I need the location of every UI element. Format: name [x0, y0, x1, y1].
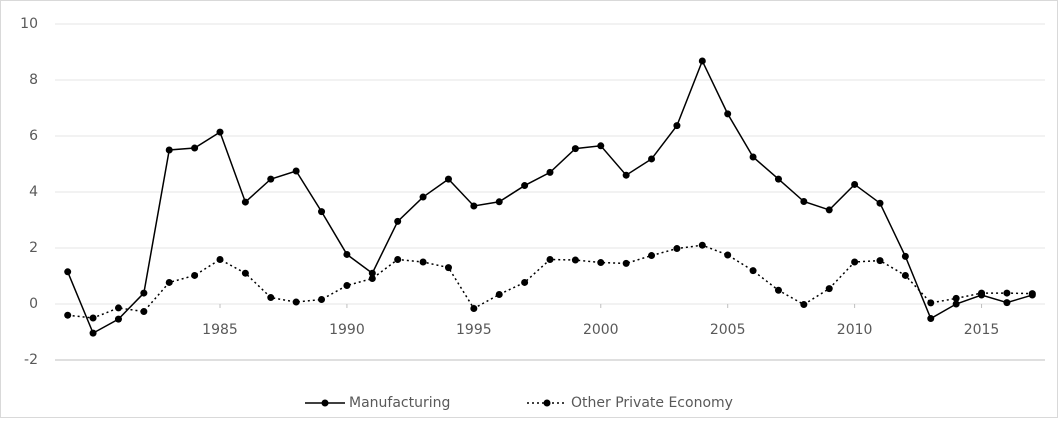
data-point — [1028, 290, 1036, 298]
data-point — [267, 294, 275, 302]
data-point — [673, 245, 681, 253]
data-point — [394, 217, 402, 225]
data-point — [546, 168, 554, 176]
data-point — [216, 128, 224, 136]
data-point — [546, 255, 554, 263]
data-point — [343, 282, 351, 290]
data-point — [978, 289, 986, 297]
y-tick-label: 0 — [29, 296, 38, 312]
data-point — [825, 285, 833, 293]
data-point — [495, 290, 503, 298]
data-point — [216, 255, 224, 263]
x-tick-label: 1985 — [202, 322, 238, 338]
data-point — [724, 110, 732, 118]
data-point — [318, 208, 326, 216]
data-point — [648, 252, 656, 260]
data-point — [952, 294, 960, 302]
data-point — [318, 296, 326, 304]
data-point — [571, 256, 579, 264]
data-point — [724, 251, 732, 259]
x-tick-label: 2010 — [837, 322, 873, 338]
data-point — [876, 199, 884, 207]
y-tick-label: 10 — [20, 16, 38, 32]
data-point — [89, 329, 97, 337]
data-point — [851, 258, 859, 266]
x-tick-label: 1990 — [329, 322, 365, 338]
data-point — [876, 257, 884, 265]
y-tick-label: 6 — [29, 128, 38, 144]
data-point — [419, 258, 427, 266]
data-point — [165, 146, 173, 154]
data-point — [64, 268, 72, 276]
y-tick-label: 4 — [29, 184, 38, 200]
data-point — [851, 180, 859, 188]
data-point — [444, 175, 452, 183]
x-tick-label: 2015 — [964, 322, 1000, 338]
data-point — [140, 289, 148, 297]
data-point — [495, 198, 503, 206]
data-point — [343, 250, 351, 258]
x-tick-label: 2000 — [583, 322, 619, 338]
data-point — [749, 267, 757, 275]
y-tick-label: 2 — [29, 240, 38, 256]
legend-marker — [543, 399, 551, 407]
data-point — [648, 155, 656, 163]
data-point — [673, 122, 681, 130]
data-point — [571, 145, 579, 153]
data-point — [368, 269, 376, 277]
data-point — [241, 269, 249, 277]
x-tick-label: 1995 — [456, 322, 492, 338]
data-point — [444, 264, 452, 272]
data-point — [394, 255, 402, 263]
data-point — [368, 275, 376, 283]
data-point — [521, 278, 529, 286]
data-point — [749, 153, 757, 161]
data-point — [1003, 289, 1011, 297]
legend-label: Other Private Economy — [571, 395, 733, 411]
data-point — [470, 304, 478, 312]
data-point — [800, 301, 808, 309]
data-point — [825, 206, 833, 214]
x-tick-label: 2005 — [710, 322, 746, 338]
data-point — [292, 167, 300, 175]
data-point — [470, 202, 478, 210]
data-point — [114, 315, 122, 323]
data-point — [800, 198, 808, 206]
data-point — [419, 193, 427, 201]
legend-label: Manufacturing — [349, 395, 450, 411]
data-point — [64, 311, 72, 319]
data-point — [901, 252, 909, 260]
data-point — [140, 308, 148, 316]
data-point — [89, 314, 97, 322]
legend-marker — [321, 399, 329, 407]
data-point — [165, 278, 173, 286]
data-point — [292, 298, 300, 306]
y-tick-label: 8 — [29, 72, 38, 88]
data-point — [774, 286, 782, 294]
data-point — [191, 271, 199, 279]
data-point — [241, 198, 249, 206]
data-point — [901, 271, 909, 279]
data-point — [927, 299, 935, 307]
data-point — [698, 57, 706, 65]
data-point — [521, 182, 529, 190]
data-point — [927, 315, 935, 323]
data-point — [597, 259, 605, 267]
data-point — [622, 259, 630, 267]
data-point — [597, 142, 605, 150]
data-point — [952, 300, 960, 308]
data-point — [622, 171, 630, 179]
data-point — [191, 144, 199, 152]
data-point — [267, 175, 275, 183]
data-point — [114, 304, 122, 312]
data-point — [698, 241, 706, 249]
data-point — [774, 175, 782, 183]
y-tick-label: -2 — [24, 352, 38, 368]
data-point — [1003, 299, 1011, 307]
